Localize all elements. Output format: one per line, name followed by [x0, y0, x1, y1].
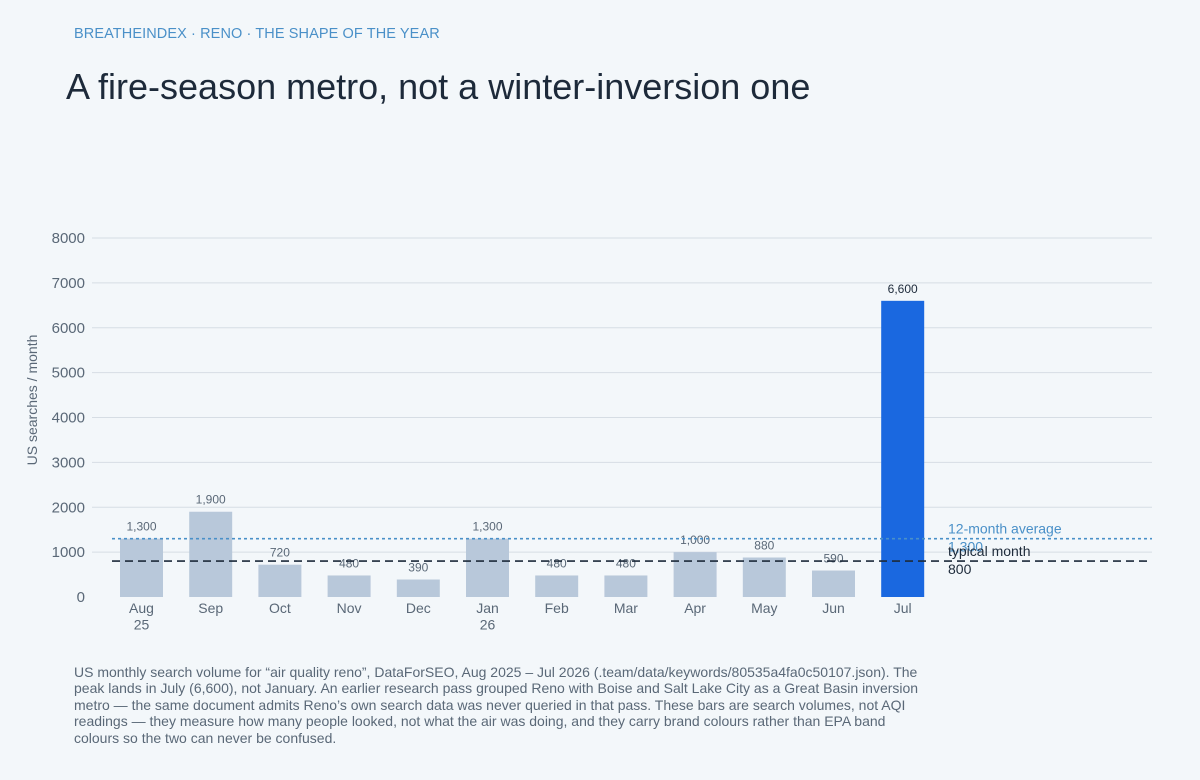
- chart-kicker: BREATHEINDEX · RENO · THE SHAPE OF THE Y…: [74, 26, 440, 42]
- bar-value-label: 590: [823, 552, 843, 566]
- bar-value-label: 6,600: [888, 282, 918, 296]
- bar: [535, 575, 579, 597]
- x-tick-label: Jun: [822, 600, 845, 616]
- bar-chart: 0 1000 2000 3000 4000 5000 6000 7000 8000 US sea…: [24, 230, 1152, 633]
- y-tick-label: 7000: [52, 275, 85, 292]
- bar-value-label: 480: [547, 556, 567, 570]
- x-tick-label: Oct: [269, 600, 291, 616]
- chart-title: A fire-season metro, not a winter-invers…: [66, 66, 811, 107]
- x-tick-label: Sep: [198, 600, 223, 616]
- y-axis-ticks: 0 1000 2000 3000 4000 5000 6000 7000 8000: [52, 230, 85, 606]
- average-line-value: 1,300: [948, 539, 983, 555]
- bar-value-label: 480: [339, 556, 359, 570]
- x-tick-label: May: [751, 600, 777, 616]
- y-tick-label: 1000: [52, 544, 85, 561]
- x-tick-label: Aug 25: [129, 600, 154, 633]
- bar: [396, 579, 440, 597]
- bar-value-label: 1,000: [680, 533, 710, 547]
- bar: [189, 511, 233, 597]
- x-tick-label: Nov: [337, 600, 362, 616]
- x-tick-label: Apr: [684, 600, 706, 616]
- bars: 1,300 1,900 720 480 390 1,300 480 480 1,000 880 59…: [120, 282, 925, 597]
- x-tick-label: Feb: [545, 600, 569, 616]
- y-tick-label: 0: [77, 589, 85, 606]
- gridlines: [92, 237, 1152, 553]
- bar: [881, 300, 925, 597]
- x-tick-label: Dec: [406, 600, 431, 616]
- bar-value-label: 480: [616, 556, 636, 570]
- bar: [604, 575, 648, 597]
- typical-month-value: 800: [948, 561, 972, 577]
- x-tick-label: Jul: [894, 600, 912, 616]
- y-axis-label: US searches / month: [24, 335, 40, 466]
- bar-value-label: 390: [408, 560, 428, 574]
- bar: [327, 575, 371, 597]
- x-axis-ticks: Aug 25 Sep Oct Nov Dec Jan 26 Feb Mar Apr May Jun Jul: [129, 600, 912, 633]
- bar: [258, 564, 302, 597]
- y-tick-label: 4000: [52, 410, 85, 427]
- x-tick-label: Jan 26: [476, 600, 499, 633]
- bar-value-label: 880: [754, 539, 774, 553]
- y-tick-label: 3000: [52, 454, 85, 471]
- bar: [742, 557, 786, 597]
- bar: [466, 538, 509, 597]
- typical-month-label: typical month: [948, 543, 1030, 559]
- chart-caption: US monthly search volume for “air qualit…: [74, 664, 919, 746]
- y-tick-label: 2000: [52, 499, 85, 516]
- x-tick-label: Mar: [614, 600, 638, 616]
- bar: [673, 552, 717, 597]
- bar-value-label: 1,900: [196, 493, 226, 507]
- bar-value-label: 1,300: [126, 520, 156, 534]
- y-tick-label: 5000: [52, 365, 85, 382]
- bar-value-label: 1,300: [472, 520, 502, 534]
- y-tick-label: 6000: [52, 320, 85, 337]
- bar: [812, 570, 855, 597]
- y-tick-label: 8000: [52, 230, 85, 247]
- bar-value-label: 720: [270, 546, 290, 560]
- bar: [120, 538, 163, 597]
- average-line-label: 12-month average: [948, 521, 1062, 537]
